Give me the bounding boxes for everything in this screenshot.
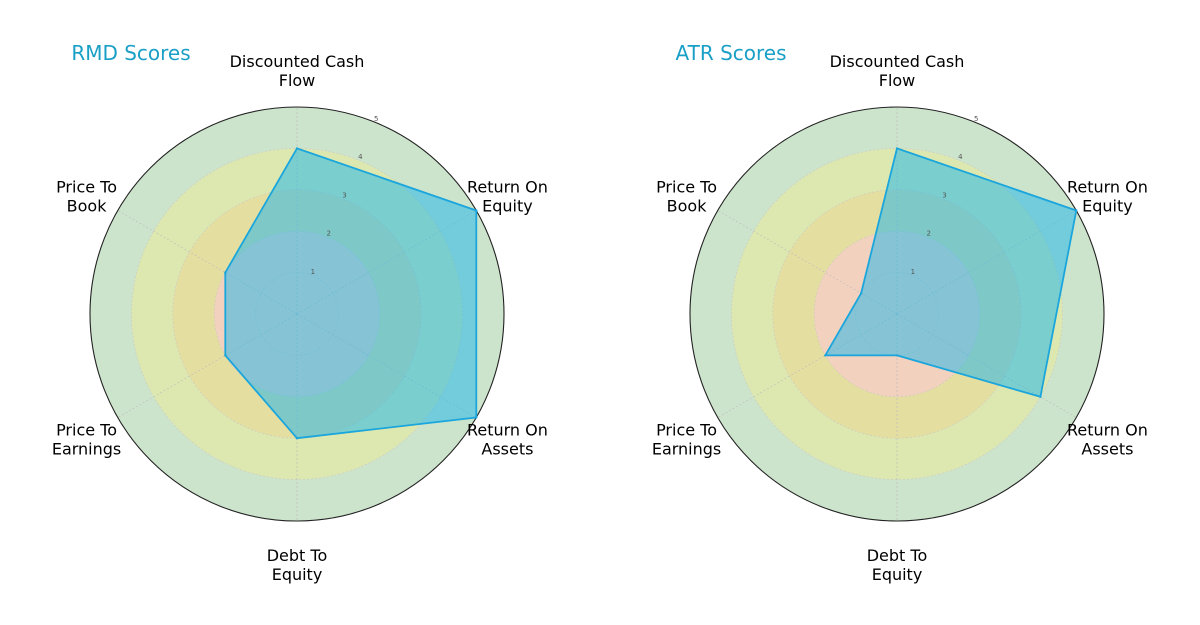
axis-label-line: Price To bbox=[56, 421, 117, 440]
axis-label-line: Assets bbox=[481, 440, 533, 459]
data-point bbox=[475, 209, 478, 212]
data-point bbox=[1039, 395, 1042, 398]
axis-label-line: Debt To bbox=[867, 546, 928, 565]
axis-spoke bbox=[896, 313, 1077, 418]
axis-label: Price To Earnings bbox=[652, 421, 721, 459]
axis-spoke bbox=[117, 313, 298, 418]
tick-label: 3 bbox=[342, 191, 346, 199]
axis-label-line: Price To bbox=[56, 178, 117, 197]
tick-label: 2 bbox=[926, 230, 930, 238]
axis-label-line: Earnings bbox=[52, 440, 121, 459]
axis-label-line: Discounted Cash bbox=[230, 52, 365, 71]
axis-label-line: Equity bbox=[1082, 197, 1133, 216]
data-point bbox=[1075, 209, 1078, 212]
axis-label-line: Discounted Cash bbox=[830, 52, 965, 71]
tick-label: 4 bbox=[958, 153, 963, 161]
axis-label-line: Book bbox=[67, 197, 108, 216]
data-point bbox=[895, 354, 899, 357]
axis-label: Debt To Equity bbox=[867, 546, 928, 584]
axis-label-line: Equity bbox=[482, 197, 533, 216]
axis-label: Price To Book bbox=[656, 178, 717, 216]
axis-spoke bbox=[117, 210, 298, 315]
axis-label-line: Flow bbox=[279, 71, 316, 90]
axis-label: Discounted Cash Flow bbox=[830, 52, 965, 90]
axis-spoke bbox=[717, 210, 898, 315]
data-point bbox=[895, 147, 899, 150]
axis-label: Return On Equity bbox=[1067, 178, 1148, 216]
data-point bbox=[224, 354, 227, 357]
data-point bbox=[859, 292, 863, 295]
outer-border bbox=[689, 106, 1105, 522]
axis-label: Price To Earnings bbox=[52, 421, 121, 459]
data-point bbox=[824, 354, 827, 357]
axis-label: Discounted Cash Flow bbox=[230, 52, 365, 90]
data-point bbox=[224, 271, 227, 274]
axis-label-line: Earnings bbox=[652, 440, 721, 459]
outer-border bbox=[89, 106, 505, 522]
axis-label: Return On Assets bbox=[467, 421, 548, 459]
tick-label: 3 bbox=[942, 191, 946, 199]
chart-title: RMD Scores bbox=[71, 41, 190, 65]
data-point bbox=[295, 147, 299, 150]
axis-label-line: Return On bbox=[467, 178, 548, 197]
axis-label-line: Debt To bbox=[267, 546, 328, 565]
axis-label: Debt To Equity bbox=[267, 546, 328, 584]
axis-label-line: Return On bbox=[1067, 178, 1148, 197]
axis-label-line: Return On bbox=[467, 421, 548, 440]
axis-label-line: Equity bbox=[272, 565, 323, 584]
tick-label: 5 bbox=[974, 115, 978, 123]
axis-spoke bbox=[717, 313, 898, 418]
axis-label: Return On Assets bbox=[1067, 421, 1148, 459]
axis-label-line: Book bbox=[667, 197, 708, 216]
tick-label: 1 bbox=[311, 268, 315, 276]
axis-label-line: Price To bbox=[656, 178, 717, 197]
axis-label-line: Return On bbox=[1067, 421, 1148, 440]
axis-label-line: Price To bbox=[656, 421, 717, 440]
tick-label: 1 bbox=[911, 268, 915, 276]
axis-label: Price To Book bbox=[56, 178, 117, 216]
tick-label: 2 bbox=[326, 230, 330, 238]
axis-label-line: Flow bbox=[879, 71, 916, 90]
data-point bbox=[475, 416, 478, 419]
data-point bbox=[295, 437, 299, 440]
axis-label-line: Equity bbox=[872, 565, 923, 584]
tick-label: 4 bbox=[358, 153, 363, 161]
tick-label: 5 bbox=[374, 115, 378, 123]
axis-label: Return On Equity bbox=[467, 178, 548, 216]
chart-title: ATR Scores bbox=[675, 41, 786, 65]
axis-label-line: Assets bbox=[1081, 440, 1133, 459]
